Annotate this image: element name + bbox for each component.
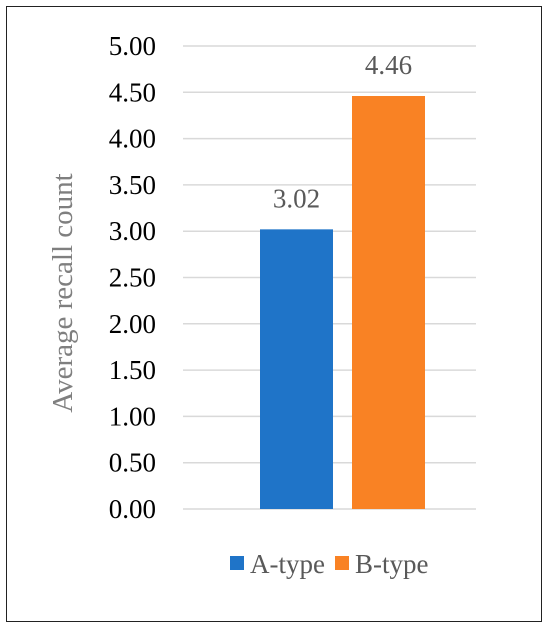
legend-swatch-a-type (230, 556, 244, 570)
y-tick-label: 5.00 (109, 31, 156, 61)
y-tick-label: 4.00 (109, 124, 156, 154)
grid-lines (183, 45, 476, 510)
y-tick-label: 1.00 (109, 401, 156, 431)
data-label-a-type: 3.02 (273, 183, 320, 213)
bar-a-type (260, 229, 333, 509)
y-tick-label: 0.50 (109, 448, 156, 478)
legend-label-a-type: A-type (250, 549, 325, 579)
y-axis-tick-labels: 0.00 0.50 1.00 1.50 2.00 2.50 3.00 3.50 4.00 4.50… (109, 31, 156, 524)
legend-swatch-b-type (335, 556, 349, 570)
y-tick-label: 3.50 (109, 170, 156, 200)
y-axis-title: Average recall count (47, 173, 79, 412)
data-labels: 3.02 4.46 (273, 50, 412, 213)
bar-b-type (352, 96, 425, 509)
y-tick-label: 3.00 (109, 216, 156, 246)
y-tick-label: 1.50 (109, 355, 156, 385)
y-tick-label: 0.00 (109, 494, 156, 524)
legend-label-b-type: B-type (355, 549, 429, 579)
y-tick-label: 2.50 (109, 263, 156, 293)
bars (260, 96, 425, 509)
y-tick-label: 4.50 (109, 77, 156, 107)
y-tick-label: 2.00 (109, 309, 156, 339)
data-label-b-type: 4.46 (365, 50, 412, 80)
legend: A-type B-type (230, 549, 429, 579)
